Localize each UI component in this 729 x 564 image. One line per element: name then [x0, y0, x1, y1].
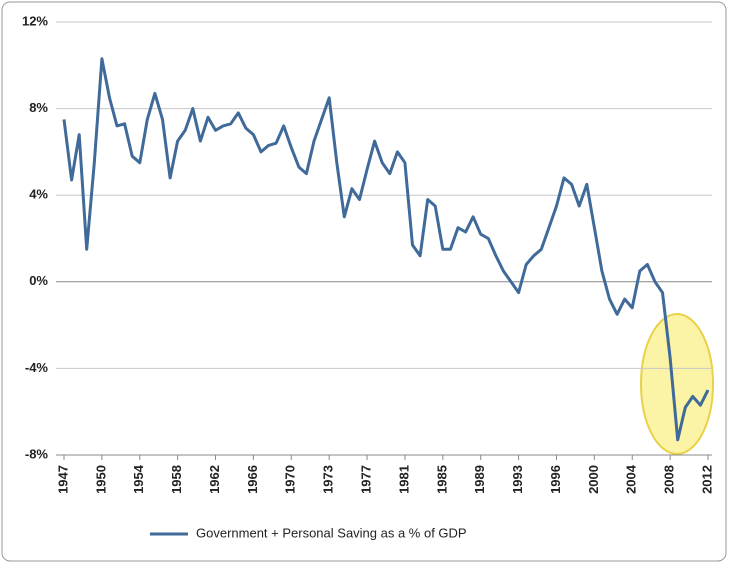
x-tick-label: 1966 — [245, 465, 260, 494]
x-tick-label: 1981 — [396, 465, 411, 494]
x-tick-label: 1985 — [434, 465, 449, 494]
x-tick-label: 1947 — [55, 465, 70, 494]
x-tick-label: 2012 — [699, 465, 714, 494]
x-tick-label: 1962 — [207, 465, 222, 494]
x-tick-label: 1989 — [472, 465, 487, 494]
x-tick-label: 1950 — [93, 465, 108, 494]
x-tick-label: 1993 — [510, 465, 525, 494]
y-tick-label: 0% — [29, 273, 48, 288]
x-tick-label: 1977 — [358, 465, 373, 494]
x-tick-label: 1973 — [321, 465, 336, 494]
y-tick-label: -4% — [25, 360, 49, 375]
x-tick-label: 2000 — [586, 465, 601, 494]
highlight-ellipse — [640, 313, 714, 455]
y-tick-label: 12% — [22, 13, 48, 28]
y-tick-label: -8% — [25, 446, 49, 461]
y-tick-label: 4% — [29, 187, 48, 202]
x-tick-label: 2004 — [624, 464, 639, 494]
legend-label: Government + Personal Saving as a % of G… — [196, 525, 467, 540]
x-tick-label: 1958 — [169, 465, 184, 494]
y-tick-label: 8% — [29, 100, 48, 115]
data-line — [62, 57, 710, 442]
x-tick-label: 1970 — [283, 465, 298, 494]
x-tick-label: 1996 — [548, 465, 563, 494]
x-tick-label: 2008 — [662, 465, 677, 494]
x-tick-label: 1954 — [131, 464, 146, 494]
